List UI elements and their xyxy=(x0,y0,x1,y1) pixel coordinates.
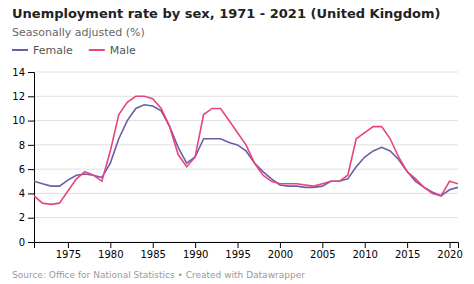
grid-line xyxy=(34,72,458,73)
y-tick: 14 xyxy=(12,67,34,78)
y-tick: 6 xyxy=(19,164,34,175)
x-tick-mark xyxy=(238,242,239,248)
x-tick: 2010 xyxy=(352,242,377,260)
legend-label: Female xyxy=(33,44,73,57)
y-tick-mark xyxy=(28,121,34,122)
y-tick: 4 xyxy=(19,188,34,199)
y-tick-label: 2 xyxy=(19,212,25,223)
y-tick-mark xyxy=(28,218,34,219)
y-tick-label: 14 xyxy=(12,67,25,78)
y-tick: 0 xyxy=(19,237,34,248)
y-tick-mark xyxy=(28,72,34,73)
x-tick: 2020 xyxy=(437,242,462,260)
plot: 1975198019851990199520002005201020152020… xyxy=(12,67,462,260)
legend-item: Male xyxy=(89,44,136,57)
x-tick-label: 1995 xyxy=(225,249,250,260)
grid-line xyxy=(34,96,458,97)
y-tick: 2 xyxy=(19,212,34,223)
x-tick-label: 2020 xyxy=(437,249,462,260)
x-tick-label: 2005 xyxy=(310,249,335,260)
x-axis-line xyxy=(35,243,459,249)
x-tick-label: 1980 xyxy=(98,249,123,260)
y-tick-label: 10 xyxy=(12,115,25,126)
lines xyxy=(34,96,458,204)
y-axis: 0 2 4 6 8 10 12 14 xyxy=(12,67,34,248)
x-tick-mark xyxy=(322,242,323,248)
x-tick: 1990 xyxy=(183,242,208,260)
x-tick: 1995 xyxy=(225,242,250,260)
y-tick-label: 0 xyxy=(19,237,25,248)
x-tick-label: 2000 xyxy=(268,249,293,260)
y-axis-line xyxy=(28,73,35,243)
grid-line xyxy=(34,120,458,121)
source: Source: Office for National Statistics •… xyxy=(12,270,305,280)
legend-swatch xyxy=(12,49,28,51)
subtitle: Seasonally adjusted (%) xyxy=(12,26,145,39)
legend-label: Male xyxy=(110,44,136,57)
x-tick: 1985 xyxy=(140,242,165,260)
x-tick-mark xyxy=(153,242,154,248)
y-tick-mark xyxy=(28,96,34,97)
y-tick-label: 6 xyxy=(19,164,25,175)
grid xyxy=(34,72,458,242)
x-tick-mark xyxy=(450,242,451,248)
y-tick: 12 xyxy=(12,91,34,102)
y-tick-mark xyxy=(28,169,34,170)
x-tick: 2015 xyxy=(395,242,420,260)
title: Unemployment rate by sex, 1971 - 2021 (U… xyxy=(12,6,440,21)
y-tick-mark xyxy=(28,242,34,243)
grid-line xyxy=(34,169,458,170)
x-tick-label: 1985 xyxy=(140,249,165,260)
series-line xyxy=(34,105,458,196)
x-tick-label: 2010 xyxy=(352,249,377,260)
x-tick: 2005 xyxy=(310,242,335,260)
x-tick: 2000 xyxy=(268,242,293,260)
legend-swatch xyxy=(89,49,105,51)
y-tick: 10 xyxy=(12,115,34,126)
x-tick-mark xyxy=(110,242,111,248)
x-tick-label: 1990 xyxy=(183,249,208,260)
y-tick: 8 xyxy=(19,140,34,151)
x-tick: 1980 xyxy=(98,242,123,260)
x-tick: 1975 xyxy=(56,242,81,260)
x-tick-mark xyxy=(195,242,196,248)
x-tick-label: 1975 xyxy=(56,249,81,260)
x-tick-mark xyxy=(365,242,366,248)
y-tick-label: 4 xyxy=(19,188,25,199)
y-tick-label: 8 xyxy=(19,140,25,151)
x-axis: 1975 1980 1985 1990 1995 2000 2005 2010 2015 2020 xyxy=(35,242,463,260)
legend: Female Male xyxy=(12,44,136,57)
legend-item: Female xyxy=(12,44,73,57)
y-tick-mark xyxy=(28,145,34,146)
x-tick-mark xyxy=(68,242,69,248)
x-tick-mark xyxy=(407,242,408,248)
series-line xyxy=(34,96,458,204)
x-tick-label: 2015 xyxy=(395,249,420,260)
x-tick-mark xyxy=(280,242,281,248)
grid-line xyxy=(34,193,458,194)
y-tick-mark xyxy=(28,193,34,194)
y-tick-label: 12 xyxy=(12,91,25,102)
grid-line xyxy=(34,217,458,218)
chart: Unemployment rate by sex, 1971 - 2021 (U… xyxy=(0,0,474,284)
